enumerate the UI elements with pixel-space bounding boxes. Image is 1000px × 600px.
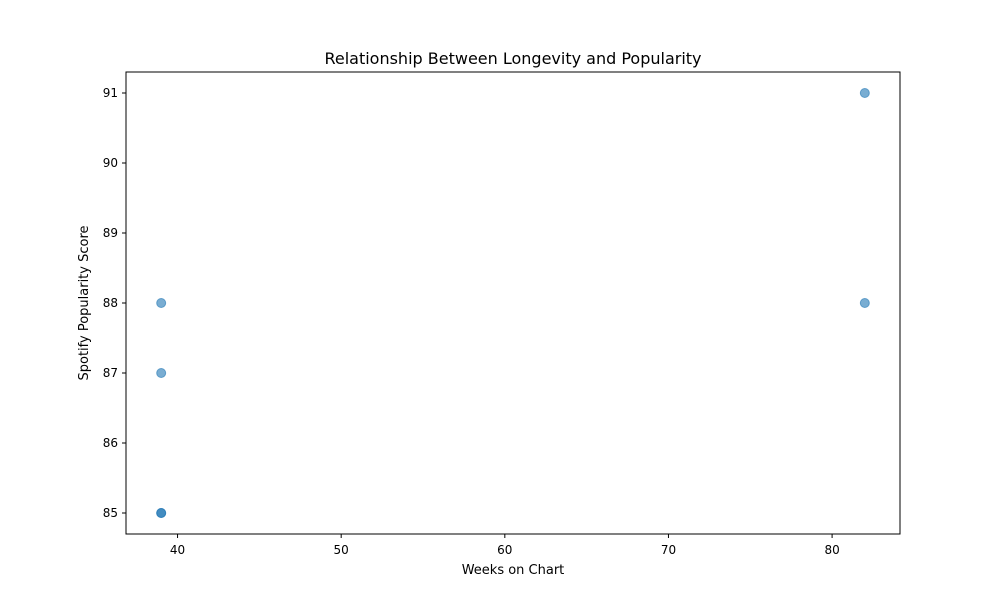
y-tick-label: 90 bbox=[103, 156, 118, 170]
y-tick-label: 88 bbox=[103, 296, 118, 310]
x-tick-label: 80 bbox=[824, 543, 839, 557]
x-tick-label: 70 bbox=[661, 543, 676, 557]
x-tick-label: 40 bbox=[170, 543, 185, 557]
x-axis-ticks: 40 50 60 70 80 bbox=[170, 534, 840, 557]
plot-frame bbox=[125, 71, 901, 535]
y-tick-label: 85 bbox=[103, 506, 118, 520]
data-point-1 bbox=[859, 88, 870, 98]
x-tick-label: 60 bbox=[497, 543, 512, 557]
chart-title: Relationship Between Longevity and Popul… bbox=[324, 49, 701, 68]
data-point-3 bbox=[156, 298, 167, 308]
x-axis-label: Weeks on Chart bbox=[462, 563, 565, 578]
y-tick-label: 86 bbox=[103, 436, 118, 450]
y-axis-ticks: 85 86 87 88 89 90 91 bbox=[103, 86, 126, 520]
y-axis-label: Spotify Popularity Score bbox=[77, 225, 92, 380]
y-tick-label: 87 bbox=[103, 366, 118, 380]
x-tick-label: 50 bbox=[334, 543, 349, 557]
y-tick-label: 91 bbox=[103, 86, 118, 100]
data-point-2 bbox=[859, 298, 870, 308]
data-point-4 bbox=[156, 368, 167, 378]
data-points bbox=[156, 88, 870, 518]
data-point-6 bbox=[156, 508, 167, 518]
y-tick-label: 89 bbox=[103, 226, 118, 240]
